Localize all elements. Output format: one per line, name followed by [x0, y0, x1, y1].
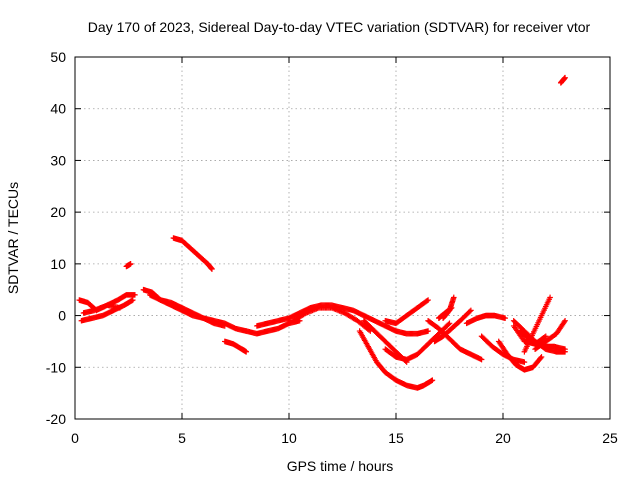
data-point [445, 321, 452, 328]
series-arc-28 [557, 74, 568, 86]
series-arc-20 [463, 312, 508, 327]
data-point [429, 377, 436, 384]
chart-title: Day 170 of 2023, Sidereal Day-to-day VTE… [88, 19, 591, 35]
data-point [543, 333, 549, 340]
series-arc-5 [140, 286, 249, 334]
x-tick-label: 15 [388, 430, 404, 446]
series-arc-11 [290, 305, 374, 334]
series-arc-27 [532, 317, 568, 352]
data-point [132, 292, 138, 298]
series-arc-16 [425, 317, 485, 363]
x-axis-label: GPS time / hours [287, 458, 394, 474]
data-point [541, 334, 548, 340]
data-point [222, 323, 228, 329]
data-point [547, 294, 553, 301]
data-point [127, 261, 134, 267]
data-point [243, 348, 249, 355]
series-arc-7 [170, 235, 215, 272]
x-tick-label: 10 [281, 430, 297, 446]
series-arc-12 [356, 328, 436, 391]
grid [75, 57, 610, 419]
series-arc-19 [440, 294, 457, 321]
data-point [478, 356, 485, 363]
data-point [537, 355, 544, 361]
data-point [424, 298, 430, 304]
y-tick-label: 50 [50, 49, 66, 65]
y-tick-label: -20 [46, 411, 66, 427]
series-arc-8 [222, 338, 249, 355]
x-tick-label: 25 [602, 430, 618, 446]
axis-ticks: 0 5 10 15 20 25 -20 -10 0 10 20 30 40 50 [46, 49, 618, 446]
y-tick-label: -10 [46, 359, 66, 375]
data-point [468, 307, 474, 314]
x-tick-label: 0 [71, 430, 79, 446]
data-point [446, 320, 453, 327]
y-tick-label: 10 [50, 256, 66, 272]
data-marks [76, 74, 568, 391]
data-point [562, 74, 568, 81]
x-tick-label: 5 [178, 430, 186, 446]
series-arc-3 [80, 302, 123, 316]
y-tick-label: 40 [50, 101, 66, 117]
data-point [425, 328, 431, 334]
series-arc-17 [431, 307, 474, 345]
series-arc-26 [521, 294, 553, 355]
data-point [467, 308, 473, 315]
y-tick-label: 30 [50, 152, 66, 168]
data-point [425, 297, 431, 303]
y-axis-label: SDTVAR / TECUs [5, 182, 21, 294]
data-point [562, 346, 568, 352]
series-arc-6 [147, 292, 228, 329]
data-point [117, 305, 123, 311]
data-point [129, 297, 136, 303]
series-arc-15 [382, 297, 431, 327]
data-point [450, 294, 457, 301]
x-tick-label: 20 [495, 430, 511, 446]
plot-frame [74, 56, 611, 420]
data-point [502, 315, 508, 321]
data-point [521, 359, 528, 365]
series-arc-14 [382, 320, 453, 363]
y-tick-label: 20 [50, 204, 66, 220]
data-point [562, 317, 568, 324]
data-point [209, 266, 215, 272]
y-tick-label: 0 [58, 308, 66, 324]
data-point [538, 354, 545, 360]
series-arc-22 [495, 338, 545, 373]
series-arc-4 [123, 261, 134, 270]
